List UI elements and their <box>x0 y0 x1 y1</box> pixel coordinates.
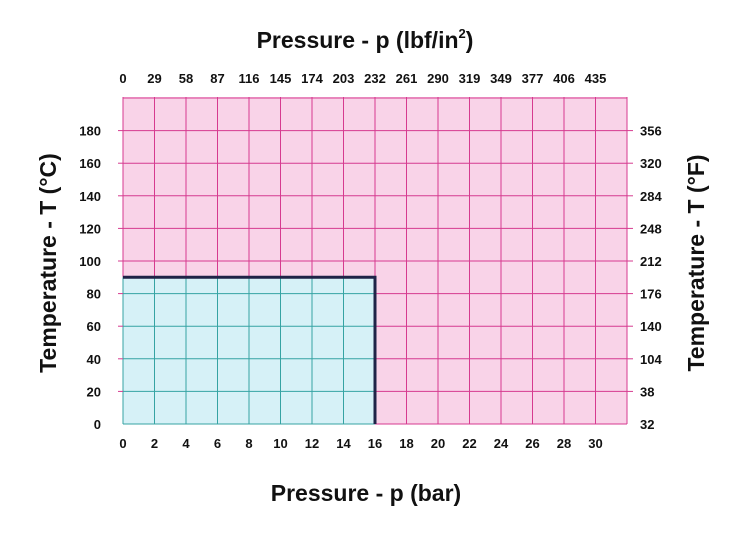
x-tick-label: 10 <box>273 436 287 451</box>
x-tick-label: 14 <box>336 436 351 451</box>
y2-tick-label: 284 <box>640 189 662 204</box>
y-tick-label: 60 <box>87 319 101 334</box>
y-tick-label: 180 <box>79 124 101 139</box>
x-tick-label: 16 <box>368 436 382 451</box>
y2-tick-label: 212 <box>640 254 662 269</box>
grid-lines <box>118 97 633 425</box>
tick-labels: 0 2 4 6 8 10 12 14 16 18 20 22 24 26 28 300 29 58 87 116 145… <box>79 71 662 451</box>
x2-tick-label: 435 <box>585 71 607 86</box>
x-tick-label: 12 <box>305 436 319 451</box>
x-tick-label: 4 <box>182 436 190 451</box>
x2-tick-label: 58 <box>179 71 193 86</box>
x2-tick-label: 29 <box>147 71 161 86</box>
y-tick-label: 100 <box>79 254 101 269</box>
x-tick-label: 26 <box>525 436 539 451</box>
y2-tick-label: 104 <box>640 352 662 367</box>
x-tick-label: 28 <box>557 436 571 451</box>
y2-tick-label: 140 <box>640 319 662 334</box>
y-axis-title: Temperature - T (°C) <box>35 153 61 373</box>
x-tick-label: 20 <box>431 436 445 451</box>
y2-tick-label: 176 <box>640 287 662 302</box>
x2-tick-label: 406 <box>553 71 575 86</box>
y2-tick-label: 248 <box>640 221 662 236</box>
y-tick-label: 40 <box>87 352 101 367</box>
x-tick-label: 0 <box>119 436 126 451</box>
y2-axis-title: Temperature - T (°F) <box>683 154 709 371</box>
x-tick-label: 8 <box>245 436 252 451</box>
x2-tick-label: 0 <box>119 71 126 86</box>
x2-tick-label: 377 <box>522 71 544 86</box>
x-tick-label: 24 <box>494 436 509 451</box>
x2-tick-label: 203 <box>333 71 355 86</box>
x2-tick-label: 116 <box>239 71 260 86</box>
x2-tick-label: 87 <box>210 71 224 86</box>
x2-tick-label: 290 <box>427 71 449 86</box>
x-tick-label: 6 <box>214 436 221 451</box>
x2-axis-title: Pressure - p (lbf/in2) <box>257 26 474 53</box>
y2-tick-label: 32 <box>640 417 654 432</box>
y-tick-label: 20 <box>87 384 101 399</box>
x2-tick-label: 174 <box>301 71 323 86</box>
x-axis-title: Pressure - p (bar) <box>271 480 461 506</box>
y-tick-label: 160 <box>79 156 101 171</box>
y2-tick-label: 320 <box>640 156 662 171</box>
x-tick-label: 22 <box>462 436 476 451</box>
x2-tick-label: 319 <box>459 71 481 86</box>
x-tick-label: 30 <box>588 436 602 451</box>
y-tick-label: 120 <box>79 221 101 236</box>
x2-tick-label: 232 <box>364 71 386 86</box>
x-tick-label: 18 <box>399 436 413 451</box>
operating-boundary-line <box>123 275 377 424</box>
y2-tick-label: 356 <box>640 124 662 139</box>
x-tick-label: 2 <box>151 436 158 451</box>
x2-tick-label: 349 <box>490 71 512 86</box>
x2-tick-label: 145 <box>270 71 292 86</box>
y-tick-label: 80 <box>87 287 101 302</box>
x2-tick-label: 261 <box>396 71 418 86</box>
y2-tick-label: 38 <box>640 384 654 399</box>
y-tick-label: 0 <box>94 417 101 432</box>
y-tick-label: 140 <box>79 189 101 204</box>
